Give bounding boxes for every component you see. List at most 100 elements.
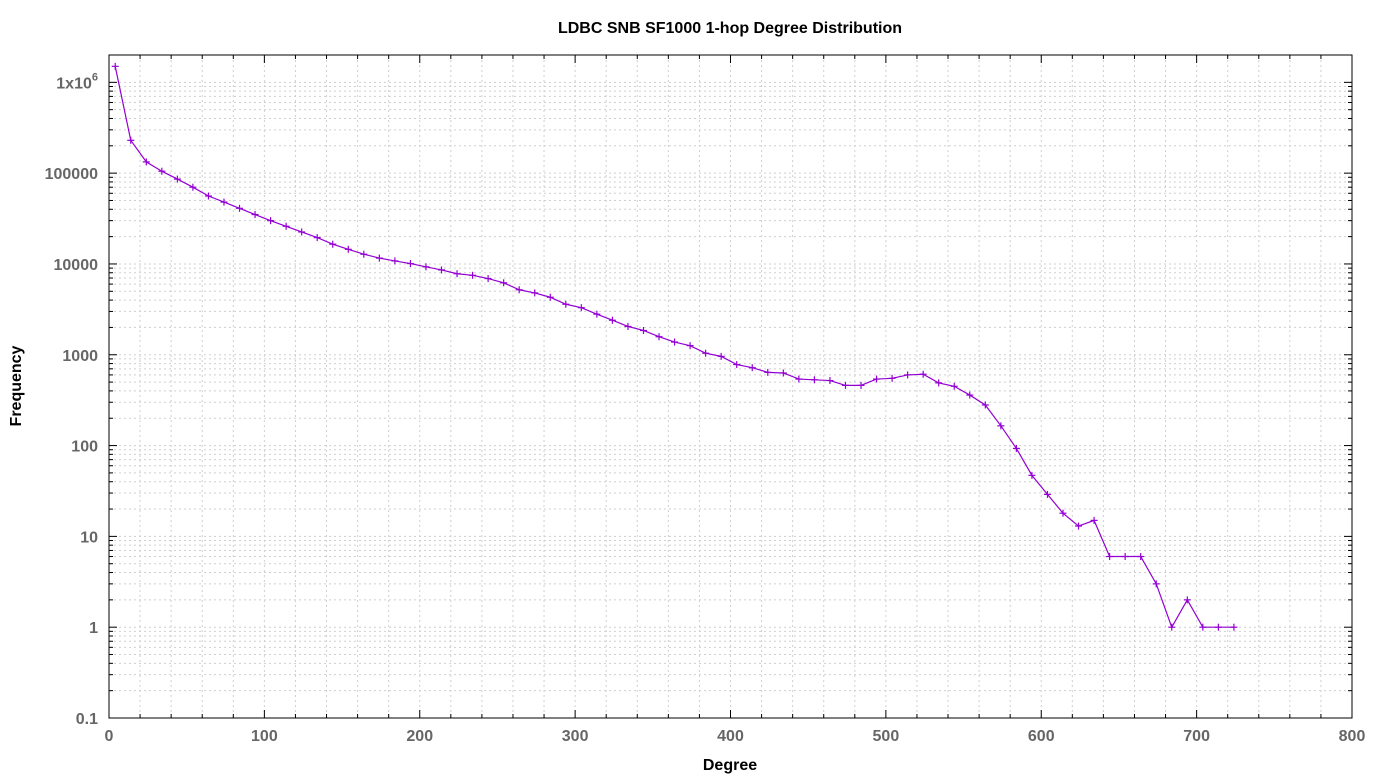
data-point	[469, 271, 477, 279]
data-point	[702, 349, 710, 357]
data-point	[515, 286, 523, 294]
x-tick-label: 100	[251, 728, 278, 745]
y-axis-label: Frequency	[8, 345, 25, 426]
axis-ticks	[108, 55, 1353, 719]
data-point	[329, 240, 337, 248]
data-point	[1230, 623, 1238, 631]
data-point	[1059, 509, 1067, 517]
data-point	[1028, 471, 1036, 479]
data-point	[779, 369, 787, 377]
data-point	[422, 263, 430, 271]
data-point	[453, 270, 461, 278]
data-point	[1075, 522, 1083, 530]
y-tick-label: 1000	[62, 348, 98, 365]
x-tick-label: 200	[406, 728, 433, 745]
x-tick-label: 500	[873, 728, 900, 745]
x-tick-label: 300	[562, 728, 589, 745]
data-point	[608, 316, 616, 324]
data-point	[375, 254, 383, 262]
data-point	[857, 381, 865, 389]
data-point	[1090, 516, 1098, 524]
x-tick-label: 700	[1183, 728, 1210, 745]
data-point	[142, 158, 150, 166]
data-point	[158, 167, 166, 175]
data-point	[546, 293, 554, 301]
x-axis-label: Degree	[703, 757, 757, 774]
data-point	[391, 257, 399, 265]
chart-title: LDBC SNB SF1000 1-hop Degree Distributio…	[558, 20, 902, 37]
data-point	[344, 245, 352, 253]
data-point	[127, 136, 135, 144]
x-axis-tick-labels: 0 100 200 300 400 500 600 700 800	[105, 728, 1366, 745]
y-tick-label: 10	[80, 529, 98, 546]
data-point	[717, 352, 725, 360]
grid-lines	[109, 55, 1352, 718]
y-tick-label: 1	[89, 620, 98, 637]
data-point	[1214, 623, 1222, 631]
data-point	[888, 374, 896, 382]
data-point	[267, 217, 275, 225]
data-point	[904, 371, 912, 379]
data-point	[438, 266, 446, 274]
data-point	[733, 361, 741, 369]
data-point	[873, 375, 881, 383]
data-point	[111, 62, 119, 70]
y-tick-label: 100000	[45, 166, 98, 183]
y-tick-label: 10000	[54, 257, 99, 274]
data-point	[997, 422, 1005, 430]
data-point	[841, 381, 849, 389]
data-point	[950, 382, 958, 390]
data-point	[189, 183, 197, 191]
data-point	[639, 327, 647, 335]
data-point	[826, 377, 834, 385]
data-point	[919, 370, 927, 378]
y-tick-label: 0.1	[76, 711, 98, 728]
data-point	[360, 250, 368, 258]
data-point	[810, 376, 818, 384]
data-point	[1121, 553, 1129, 561]
data-point	[1183, 596, 1191, 604]
data-point	[981, 401, 989, 409]
data-point	[1106, 553, 1114, 561]
data-point	[204, 192, 212, 200]
data-point	[313, 234, 321, 242]
data-point	[795, 375, 803, 383]
data-point	[236, 204, 244, 212]
data-point	[671, 338, 679, 346]
data-point	[966, 391, 974, 399]
data-point	[531, 289, 539, 297]
y-tick-label: 100	[71, 439, 98, 456]
data-point	[624, 322, 632, 330]
data-point	[406, 260, 414, 268]
data-point	[935, 379, 943, 387]
data-point	[484, 275, 492, 283]
data-point	[500, 279, 508, 287]
data-point	[173, 175, 181, 183]
x-tick-label: 800	[1339, 728, 1366, 745]
data-point	[562, 300, 570, 308]
data-point	[577, 304, 585, 312]
data-point	[764, 368, 772, 376]
data-point	[1152, 580, 1160, 588]
x-tick-label: 400	[717, 728, 744, 745]
data-point	[593, 310, 601, 318]
x-tick-label: 0	[105, 728, 114, 745]
y-tick-label: 1x106	[56, 71, 98, 92]
data-point	[282, 222, 290, 230]
series-line-0	[114, 66, 1234, 629]
data-point	[1137, 553, 1145, 561]
data-point	[298, 228, 306, 236]
data-point	[1199, 623, 1207, 631]
data-point	[251, 211, 259, 219]
data-point	[655, 333, 663, 341]
series-group	[111, 62, 1238, 631]
y-axis-tick-labels: 0.1 1 10 100 1000 10000 100000 1x106	[45, 71, 98, 728]
x-tick-label: 600	[1028, 728, 1055, 745]
data-point	[748, 364, 756, 372]
data-point	[1012, 444, 1020, 452]
data-point	[686, 342, 694, 350]
data-point	[1168, 623, 1176, 631]
data-point	[220, 198, 228, 206]
data-point	[1043, 490, 1051, 498]
